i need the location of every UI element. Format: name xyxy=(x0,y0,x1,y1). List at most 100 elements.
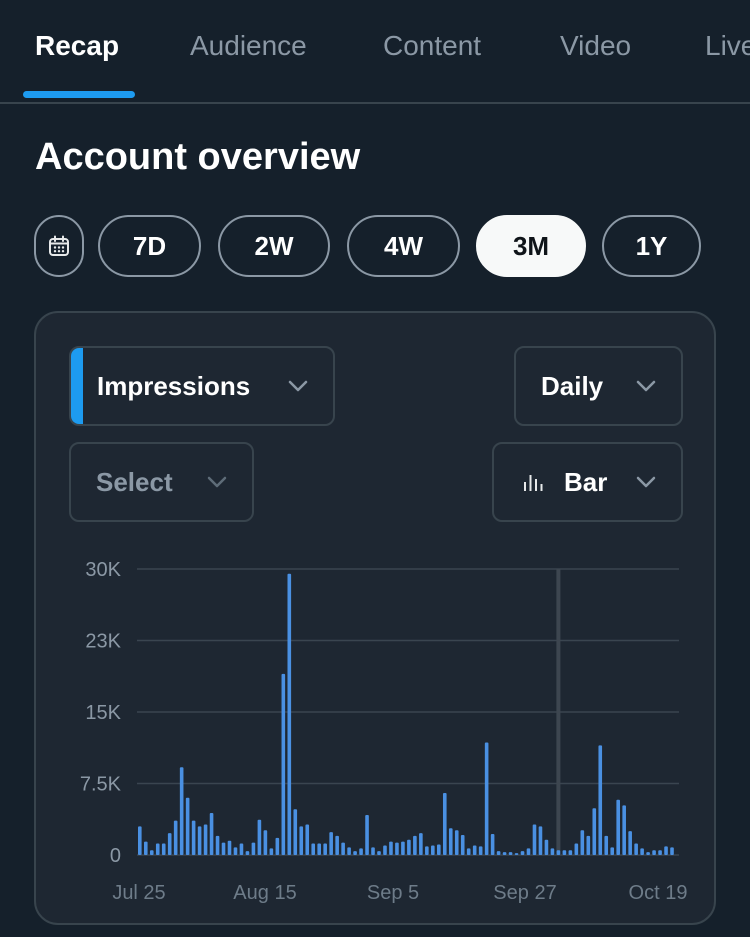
tab-recap[interactable]: Recap xyxy=(35,30,120,61)
bar[interactable] xyxy=(646,852,650,855)
bar[interactable] xyxy=(395,842,399,855)
bar[interactable] xyxy=(185,797,190,855)
calendar-button[interactable] xyxy=(34,215,84,277)
compare-metric-dropdown[interactable]: Select xyxy=(69,442,254,522)
bar[interactable] xyxy=(347,847,351,855)
tab-live[interactable]: Live xyxy=(705,30,750,61)
bar[interactable] xyxy=(526,848,531,855)
bar[interactable] xyxy=(628,831,632,855)
bar[interactable] xyxy=(245,851,250,855)
bar[interactable] xyxy=(323,843,327,855)
bar[interactable] xyxy=(233,847,238,855)
bar[interactable] xyxy=(592,808,597,855)
bar[interactable] xyxy=(568,850,573,855)
tab-video[interactable]: Video xyxy=(560,30,632,61)
bar[interactable] xyxy=(227,840,232,855)
bar[interactable] xyxy=(251,842,256,855)
bar[interactable] xyxy=(407,839,411,855)
bar[interactable] xyxy=(550,848,555,855)
bar[interactable] xyxy=(221,842,226,855)
bar[interactable] xyxy=(484,742,489,855)
bar[interactable] xyxy=(191,820,196,855)
bar[interactable] xyxy=(287,573,292,855)
bar[interactable] xyxy=(670,847,674,855)
bar[interactable] xyxy=(401,841,405,855)
bar[interactable] xyxy=(586,835,591,855)
bar[interactable] xyxy=(317,843,321,855)
bar[interactable] xyxy=(538,826,543,855)
bar[interactable] xyxy=(138,826,142,855)
bar[interactable] xyxy=(143,841,148,855)
bar[interactable] xyxy=(155,843,160,855)
bar[interactable] xyxy=(616,799,620,855)
bar[interactable] xyxy=(161,843,166,855)
bar[interactable] xyxy=(263,830,268,855)
bar[interactable] xyxy=(502,852,507,855)
range-button-2w[interactable]: 2W xyxy=(218,215,330,277)
bar[interactable] xyxy=(622,805,626,855)
bar[interactable] xyxy=(514,853,519,855)
bar[interactable] xyxy=(544,839,549,855)
bar[interactable] xyxy=(442,793,447,855)
bar[interactable] xyxy=(580,830,585,855)
bar[interactable] xyxy=(652,850,656,855)
bar[interactable] xyxy=(209,813,214,855)
bar[interactable] xyxy=(311,843,316,855)
bar[interactable] xyxy=(437,844,441,855)
range-button-7d[interactable]: 7D xyxy=(98,215,201,277)
impressions-bar-chart[interactable]: 0 7.5K 15K 23K 30K Jul 25 Aug 15 Sep 5 Sep 27 Oc… xyxy=(36,313,716,925)
bar[interactable] xyxy=(299,826,304,855)
chart-type-dropdown[interactable]: Bar xyxy=(492,442,683,522)
bar[interactable] xyxy=(472,845,477,855)
bar[interactable] xyxy=(562,850,567,855)
bar[interactable] xyxy=(640,848,644,855)
bar[interactable] xyxy=(215,835,220,855)
bar[interactable] xyxy=(257,819,262,855)
bar[interactable] xyxy=(293,809,298,855)
bar[interactable] xyxy=(239,843,244,855)
bar[interactable] xyxy=(389,841,393,855)
bar[interactable] xyxy=(419,833,423,855)
bar[interactable] xyxy=(574,843,579,855)
bar[interactable] xyxy=(173,820,178,855)
bar[interactable] xyxy=(604,835,609,855)
bar[interactable] xyxy=(203,824,208,855)
bar[interactable] xyxy=(413,835,417,855)
range-button-4w[interactable]: 4W xyxy=(347,215,460,277)
interval-dropdown[interactable]: Daily xyxy=(514,346,683,426)
tab-content[interactable]: Content xyxy=(383,30,482,61)
bar[interactable] xyxy=(365,814,369,855)
range-button-3m[interactable]: 3M xyxy=(476,215,586,277)
bar[interactable] xyxy=(377,851,381,855)
bar[interactable] xyxy=(335,835,339,855)
bar[interactable] xyxy=(281,673,286,855)
bar[interactable] xyxy=(460,834,465,855)
bar[interactable] xyxy=(179,767,184,855)
bar[interactable] xyxy=(371,847,375,855)
bar[interactable] xyxy=(490,834,495,855)
bar[interactable] xyxy=(383,845,387,855)
bar[interactable] xyxy=(478,846,483,855)
bar[interactable] xyxy=(431,845,435,855)
bar[interactable] xyxy=(329,832,333,855)
bar[interactable] xyxy=(556,850,561,855)
bar[interactable] xyxy=(167,833,172,855)
bar[interactable] xyxy=(664,846,668,855)
bar[interactable] xyxy=(610,847,615,855)
bar[interactable] xyxy=(658,850,662,855)
bar[interactable] xyxy=(508,852,513,855)
range-button-1y[interactable]: 1Y xyxy=(602,215,701,277)
bar[interactable] xyxy=(598,745,603,855)
metric-dropdown[interactable]: Impressions xyxy=(69,346,335,426)
bar[interactable] xyxy=(149,850,154,855)
bar[interactable] xyxy=(532,824,537,855)
bar[interactable] xyxy=(448,828,453,855)
bar[interactable] xyxy=(425,846,429,855)
bar[interactable] xyxy=(466,848,471,855)
bar[interactable] xyxy=(496,851,501,855)
bar[interactable] xyxy=(341,842,345,855)
bar[interactable] xyxy=(197,826,202,855)
bar[interactable] xyxy=(275,837,280,855)
bar[interactable] xyxy=(634,843,638,855)
tab-audience[interactable]: Audience xyxy=(190,30,307,61)
